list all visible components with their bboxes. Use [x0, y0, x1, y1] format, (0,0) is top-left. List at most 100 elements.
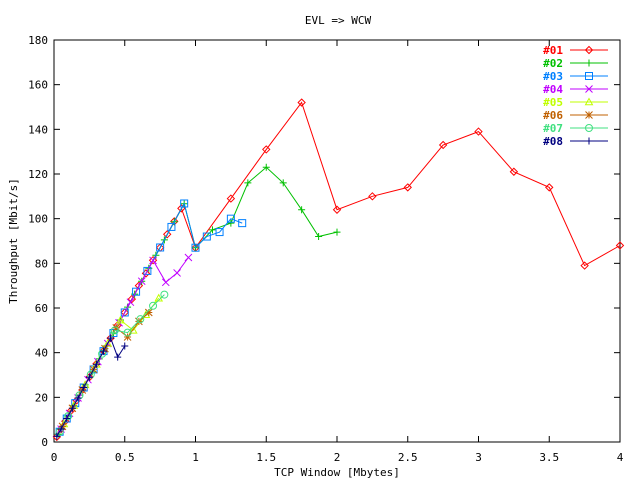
- data-point: [143, 266, 152, 275]
- data-point: [126, 298, 135, 307]
- legend-label: #07: [543, 122, 563, 135]
- legend-label: #08: [543, 135, 563, 148]
- data-point: [238, 219, 247, 228]
- x-tick-label: 3: [475, 451, 482, 464]
- data-point: [244, 179, 252, 187]
- plot-frame: [53, 39, 621, 443]
- y-tick-label: 20: [35, 391, 48, 404]
- data-point: [161, 278, 170, 287]
- data-point: [180, 199, 189, 208]
- data-point: [149, 301, 158, 310]
- y-tick-label: 60: [35, 302, 48, 315]
- data-point: [132, 287, 141, 296]
- x-tick-label: 4: [617, 451, 624, 464]
- data-point: [63, 415, 71, 423]
- legend-label: #01: [543, 44, 563, 57]
- legend-label: #03: [543, 70, 563, 83]
- x-tick-label: 0: [51, 451, 58, 464]
- legend-label: #02: [543, 57, 563, 70]
- x-tick-label: 1: [192, 451, 199, 464]
- legend-marker: [585, 137, 593, 145]
- legend-marker: [585, 124, 593, 132]
- data-point: [71, 399, 80, 408]
- data-point: [191, 243, 200, 252]
- series-3: [55, 199, 247, 436]
- data-point: [226, 214, 235, 223]
- legend-marker: [585, 85, 593, 93]
- data-point: [545, 183, 554, 192]
- data-point: [112, 324, 121, 332]
- series-line: [56, 101, 621, 438]
- legend-entry: #07: [543, 122, 608, 135]
- data-point: [156, 243, 165, 252]
- data-point: [74, 394, 82, 402]
- series-line: [59, 202, 243, 432]
- data-point: [80, 384, 88, 392]
- x-tick-label: 2.5: [398, 451, 418, 464]
- data-point: [215, 228, 224, 237]
- series-8: [53, 334, 129, 440]
- data-point: [55, 427, 64, 436]
- data-point: [227, 219, 235, 227]
- y-axis-label: Throughput [Mbit/s]: [7, 178, 20, 304]
- y-tick-label: 180: [28, 34, 48, 47]
- data-point: [68, 404, 76, 412]
- x-tick-label: 0.5: [115, 451, 135, 464]
- data-point: [184, 253, 193, 262]
- data-point: [149, 256, 157, 265]
- data-point: [75, 391, 84, 400]
- data-point: [110, 326, 119, 335]
- data-point: [136, 315, 145, 324]
- x-axis-label: TCP Window [Mbytes]: [274, 466, 400, 479]
- data-point: [137, 277, 146, 286]
- x-tick-label: 3.5: [539, 451, 559, 464]
- data-point: [98, 349, 107, 358]
- data-point: [120, 308, 129, 317]
- data-point: [173, 269, 181, 277]
- series-line: [57, 166, 338, 435]
- data-point: [100, 347, 108, 355]
- axes: 0 0.5 1 1.5 2 2.5 3 3.5 402040608010012014016018…: [28, 34, 624, 464]
- legend-marker: [584, 97, 594, 106]
- legend-marker: [585, 72, 593, 80]
- y-tick-label: 100: [28, 213, 48, 226]
- y-tick-label: 140: [28, 123, 48, 136]
- data-point: [127, 294, 137, 304]
- data-point: [160, 290, 169, 299]
- data-point: [167, 222, 176, 231]
- x-tick-label: 2: [334, 451, 341, 464]
- legend-entry: #06: [543, 109, 608, 122]
- data-point: [162, 230, 172, 239]
- data-point: [226, 194, 236, 203]
- data-point: [208, 226, 216, 234]
- legend-marker: [585, 111, 593, 119]
- data-point: [123, 328, 132, 337]
- data-point: [297, 98, 306, 107]
- legend-entry: #05: [543, 96, 608, 109]
- chart-title: EVL => WCW: [305, 14, 372, 27]
- legend-label: #04: [543, 83, 563, 96]
- data-point: [580, 261, 589, 270]
- legend-label: #05: [543, 96, 563, 109]
- data-point: [53, 432, 61, 440]
- data-point: [128, 325, 138, 334]
- legend-entry: #03: [543, 70, 608, 83]
- data-point: [144, 308, 153, 317]
- legend-label: #06: [543, 109, 563, 122]
- legend-marker: [585, 59, 593, 67]
- data-point: [403, 183, 412, 192]
- legend-marker: [584, 45, 594, 55]
- data-point: [92, 360, 100, 368]
- data-point: [333, 228, 341, 236]
- data-point: [57, 425, 65, 433]
- y-tick-label: 0: [41, 436, 48, 449]
- data-point: [85, 373, 93, 381]
- data-point: [116, 315, 125, 324]
- data-point: [121, 342, 129, 350]
- series-layer: [52, 98, 625, 442]
- legend: #01#02#03#04#05#06#07#08: [543, 44, 608, 148]
- data-point: [368, 192, 377, 201]
- data-point: [64, 412, 73, 421]
- data-point: [332, 205, 342, 214]
